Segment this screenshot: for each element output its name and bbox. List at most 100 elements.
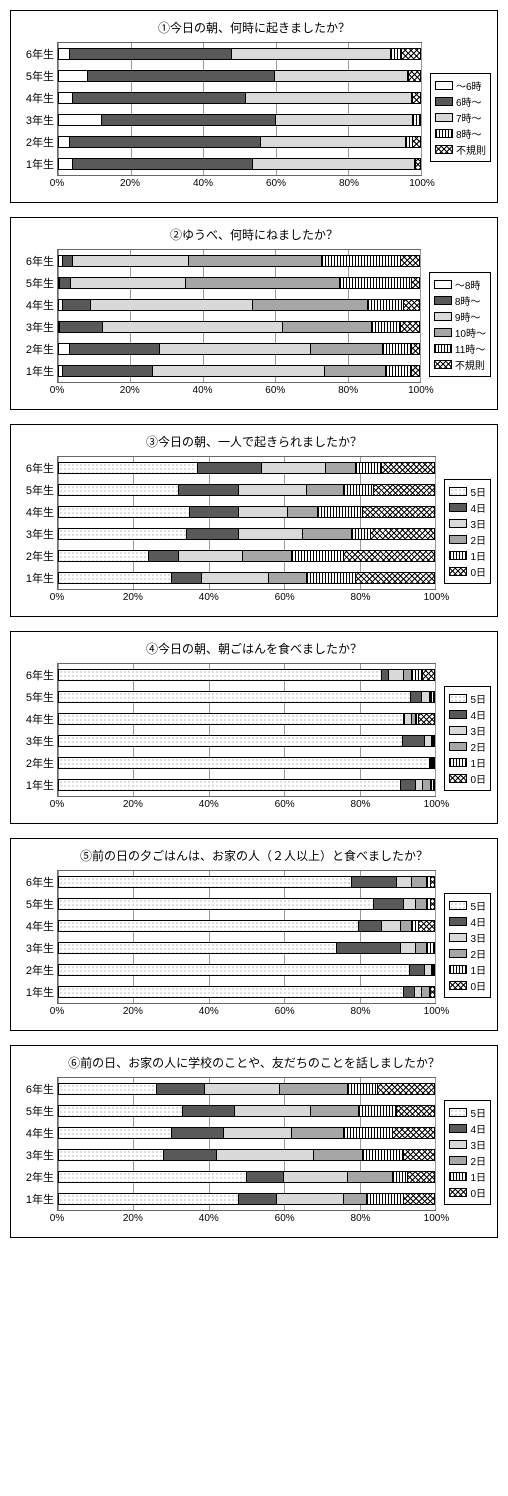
stacked-bar: [58, 158, 421, 170]
bar-segment: [59, 529, 187, 539]
grid-line: [420, 250, 421, 382]
bar-segment: [378, 1084, 434, 1094]
bar-row: 6年生: [58, 664, 435, 686]
bar-segment: [280, 1084, 348, 1094]
bar-segment: [409, 71, 420, 81]
bar-segment: [419, 714, 434, 724]
stacked-bar: [58, 1193, 435, 1205]
y-category-label: 4年生: [18, 297, 54, 313]
legend-item: 4日: [449, 914, 486, 929]
bar-segment: [59, 137, 70, 147]
bar-segment: [59, 344, 70, 354]
bar-segment: [383, 344, 412, 354]
legend-item: 2日: [449, 532, 486, 547]
x-axis: 0%20%40%60%80%100%: [57, 385, 421, 399]
y-category-label: 3年生: [18, 319, 54, 335]
bar-segment: [412, 670, 423, 680]
y-category-label: 6年生: [18, 874, 54, 890]
bar-segment: [217, 1150, 315, 1160]
y-category-label: 6年生: [18, 460, 54, 476]
bar-segment: [59, 877, 352, 887]
legend-label: 10時～: [455, 325, 486, 340]
bar-segment: [59, 736, 403, 746]
legend-swatch: [449, 965, 467, 974]
x-tick-label: 80%: [338, 385, 358, 396]
bar-segment: [59, 921, 359, 931]
stacked-bar: [58, 757, 435, 769]
y-category-label: 3年生: [18, 1147, 54, 1163]
legend-item: 10時～: [434, 325, 486, 340]
stacked-bar: [58, 691, 435, 703]
legend-label: 0日: [470, 771, 486, 786]
legend-label: 4日: [470, 914, 486, 929]
bar-segment: [311, 1106, 360, 1116]
bar-segment: [412, 366, 419, 376]
bar-row: 4年生: [58, 294, 420, 316]
stacked-bar: [58, 114, 421, 126]
bar-segment: [412, 344, 419, 354]
y-category-label: 1年生: [18, 984, 54, 1000]
legend-label: 2日: [470, 532, 486, 547]
bar-segment: [410, 965, 425, 975]
stacked-bar: [58, 1171, 435, 1183]
bar-segment: [422, 692, 429, 702]
legend-swatch: [449, 1188, 467, 1197]
legend-swatch: [449, 933, 467, 942]
legend-swatch: [449, 503, 467, 512]
bar-segment: [59, 943, 337, 953]
stacked-bar: [58, 898, 435, 910]
plot-area: 6年生5年生4年生3年生2年生1年生0%20%40%60%80%100%: [17, 456, 440, 606]
legend-label: 不規則: [455, 357, 485, 372]
bar-segment: [393, 1172, 408, 1182]
y-category-label: 6年生: [18, 667, 54, 683]
bar-segment: [70, 137, 261, 147]
bar-segment: [205, 1084, 280, 1094]
bar-segment: [322, 256, 401, 266]
y-category-label: 2年生: [18, 134, 54, 150]
bar-segment: [292, 1128, 345, 1138]
legend-item: 7時～: [435, 110, 486, 125]
chart-body: 6年生5年生4年生3年生2年生1年生0%20%40%60%80%100%5日4日…: [17, 870, 491, 1020]
y-category-label: 5年生: [18, 896, 54, 912]
legend-label: 0日: [470, 978, 486, 993]
x-tick-label: 100%: [424, 1213, 450, 1224]
chart-title: ③今日の朝、一人で起きられましたか？: [17, 433, 491, 450]
legend-swatch: [449, 710, 467, 719]
bar-row: 5年生: [58, 272, 420, 294]
stacked-bar: [58, 70, 421, 82]
plot-area: 6年生5年生4年生3年生2年生1年生0%20%40%60%80%100%: [17, 249, 425, 399]
x-tick-label: 40%: [199, 592, 219, 603]
bar-segment: [59, 573, 172, 583]
bar-row: 3年生: [58, 730, 435, 752]
bar-segment: [408, 1172, 434, 1182]
legend-label: 0日: [470, 564, 486, 579]
chart-body: 6年生5年生4年生3年生2年生1年生0%20%40%60%80%100%5日4日…: [17, 663, 491, 813]
bar-segment: [416, 899, 427, 909]
y-category-label: 6年生: [18, 253, 54, 269]
legend-item: 3日: [449, 723, 486, 738]
bar-segment: [239, 507, 288, 517]
bar-segment: [160, 344, 311, 354]
bar-row: 6年生: [58, 1078, 435, 1100]
x-axis: 0%20%40%60%80%100%: [57, 1006, 436, 1020]
bar-segment: [433, 758, 434, 768]
legend-item: 0日: [449, 1185, 486, 1200]
bar-segment: [59, 463, 198, 473]
bar-segment: [179, 551, 243, 561]
legend-item: 2日: [449, 946, 486, 961]
legend-label: ～6時: [456, 78, 482, 93]
bar-segment: [344, 1194, 367, 1204]
bar-segment: [59, 551, 149, 561]
legend-swatch: [449, 742, 467, 751]
bar-segment: [63, 366, 153, 376]
y-category-label: 4年生: [18, 90, 54, 106]
legend-swatch: [449, 726, 467, 735]
legend-label: 5日: [470, 898, 486, 913]
x-tick-label: 100%: [424, 592, 450, 603]
bar-segment: [275, 71, 408, 81]
bar-segment: [239, 1194, 277, 1204]
bar-row: 5年生: [58, 479, 435, 501]
bar-segment: [431, 899, 435, 909]
stacked-bar: [58, 462, 435, 474]
legend-item: 1日: [449, 1169, 486, 1184]
